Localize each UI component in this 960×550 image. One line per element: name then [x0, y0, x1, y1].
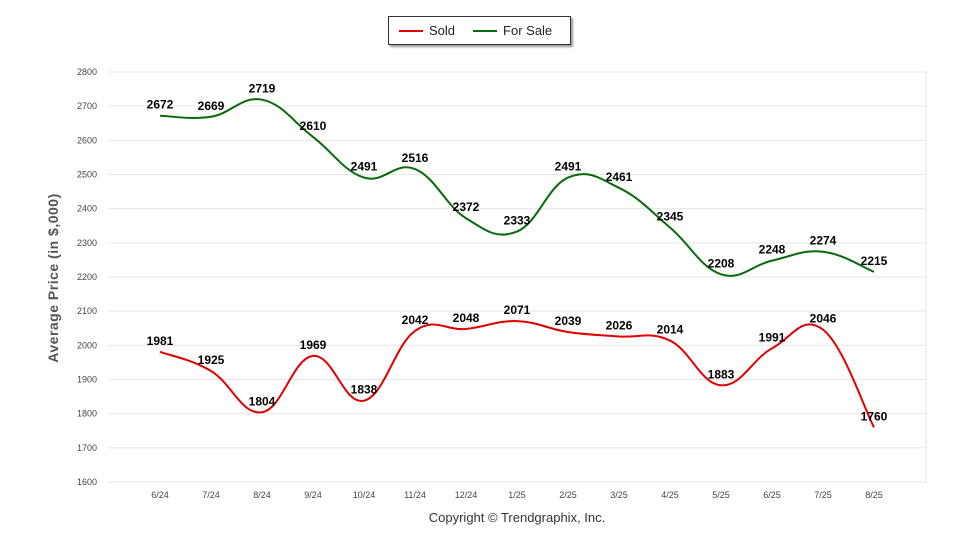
data-label: 1838	[351, 383, 378, 397]
data-label: 1981	[147, 334, 174, 348]
y-tick-label: 2700	[77, 101, 97, 111]
legend-swatch-sold	[399, 29, 423, 32]
data-label: 2461	[606, 170, 633, 184]
y-tick-label: 2600	[77, 135, 97, 145]
x-tick-label: 7/24	[202, 490, 220, 500]
x-tick-label: 10/24	[353, 490, 376, 500]
data-label: 1883	[708, 367, 735, 381]
data-label: 2039	[555, 314, 582, 328]
legend-swatch-for-sale	[473, 29, 498, 32]
x-tick-label: 11/24	[404, 490, 426, 500]
data-label: 2610	[300, 119, 327, 133]
copyright-text: Copyright © Trendgraphix, Inc.	[428, 510, 606, 525]
data-label: 2026	[606, 318, 633, 332]
y-tick-label: 2800	[77, 67, 97, 77]
data-label: 2208	[708, 256, 735, 270]
y-axis-label: Average Price (in $,000)	[45, 193, 61, 362]
data-label: 2014	[657, 323, 684, 337]
data-label: 1760	[861, 409, 888, 423]
series-lines	[159, 98, 875, 428]
series-line-sold	[159, 320, 875, 428]
y-tick-label: 1700	[77, 443, 97, 453]
legend-item-for-sale[interactable]: For Sale	[473, 23, 552, 38]
legend: Sold For Sale	[388, 16, 571, 45]
y-tick-label: 2500	[77, 170, 97, 180]
x-tick-label: 6/24	[151, 490, 169, 500]
x-tick-label: 3/25	[610, 490, 628, 500]
data-label: 2333	[504, 214, 531, 228]
y-tick-label: 2400	[77, 204, 97, 214]
x-tick-label: 7/25	[814, 490, 832, 500]
legend-item-sold[interactable]: Sold	[399, 23, 455, 38]
x-tick-label: 5/25	[712, 490, 730, 500]
data-label: 1969	[300, 338, 327, 352]
x-tick-label: 6/25	[763, 490, 781, 500]
data-label: 1804	[249, 394, 276, 408]
x-axis-ticks: 6/24 7/24 8/24 9/24 10/24 11/24 12/24 1/25 2/25 3…	[151, 490, 883, 500]
x-tick-label: 4/25	[661, 490, 679, 500]
data-label: 2672	[147, 98, 174, 112]
y-tick-label: 1800	[77, 409, 97, 419]
x-tick-label: 1/25	[508, 490, 526, 500]
grid	[108, 71, 927, 483]
data-label: 2215	[861, 254, 888, 268]
legend-label-for-sale: For Sale	[503, 23, 553, 38]
data-label: 2274	[810, 234, 837, 248]
data-labels: 1981 1925 1804 1969 1838 2042 2048 2071 2039 2026…	[147, 82, 888, 424]
x-tick-label: 2/25	[559, 490, 577, 500]
y-tick-label: 2100	[77, 306, 97, 316]
y-tick-label: 1600	[77, 477, 97, 487]
y-tick-label: 2200	[77, 272, 97, 282]
data-label: 2669	[198, 99, 225, 113]
y-axis-ticks: 1600 1700 1800 1900 2000 2100 2200 2300 2400 2500…	[77, 67, 97, 487]
x-tick-label: 8/24	[253, 490, 271, 500]
data-label: 2345	[657, 209, 684, 223]
data-label: 2491	[351, 160, 378, 174]
data-label: 2042	[402, 313, 429, 327]
x-tick-label: 12/24	[455, 490, 478, 500]
y-tick-label: 2300	[77, 238, 97, 248]
data-label: 2516	[402, 151, 429, 165]
x-tick-label: 9/24	[304, 490, 322, 500]
y-tick-label: 1900	[77, 375, 97, 385]
data-label: 2046	[810, 312, 837, 326]
data-label: 2048	[453, 311, 480, 325]
x-tick-label: 8/25	[865, 490, 883, 500]
data-label: 2248	[759, 243, 786, 257]
data-label: 1925	[198, 353, 225, 367]
data-label: 2071	[504, 303, 531, 317]
y-tick-label: 2000	[77, 340, 97, 350]
data-label: 2372	[453, 200, 480, 214]
data-label: 2719	[249, 82, 276, 96]
data-label: 2491	[555, 160, 582, 174]
legend-label-sold: Sold	[429, 23, 456, 38]
data-label: 1991	[759, 330, 786, 344]
series-line-for-sale	[159, 98, 875, 277]
